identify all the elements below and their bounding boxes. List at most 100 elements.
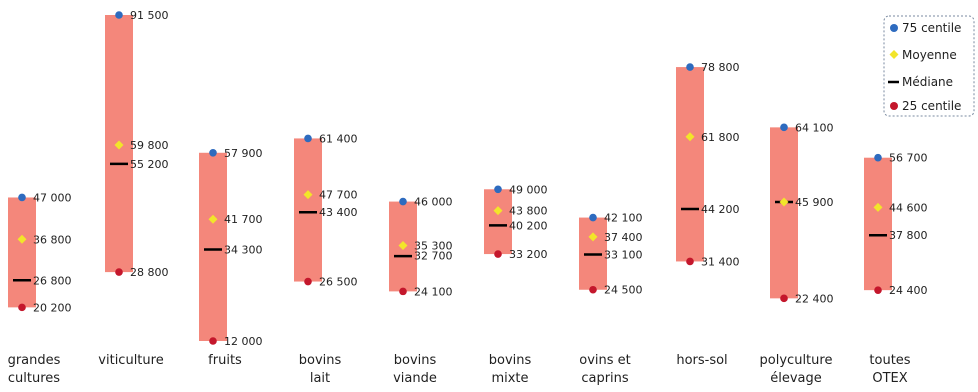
p75-point [399, 197, 407, 206]
value-label-25-centile: 20 200 [33, 301, 72, 314]
value-label-25-centile: 28 800 [130, 266, 169, 279]
mean-marker [303, 190, 313, 200]
value-label-25-centile: 33 200 [509, 248, 548, 261]
category-label: caprins [581, 371, 629, 386]
range-bar [8, 197, 36, 308]
category-label: fruits [208, 353, 242, 368]
p75-point [589, 213, 597, 222]
value-label-75-centile: 42 100 [604, 212, 643, 225]
mean-marker [114, 140, 124, 150]
value-label-moyenne: 44 600 [889, 201, 928, 214]
legend: 75 centile Moyenne Médiane 25 centile [883, 15, 975, 117]
legend-label-25-centile: 25 centile [902, 99, 961, 113]
category-labels-layer: grandes cultures viticulture fruits bovins la… [8, 353, 911, 386]
value-label-75-centile: 56 700 [889, 152, 928, 165]
category-label: cultures [8, 371, 60, 386]
legend-marker-25-centile [890, 102, 898, 110]
legend-label-moyenne: Moyenne [902, 48, 957, 62]
category-label: viande [393, 371, 437, 386]
p25-point [209, 337, 217, 345]
value-label-moyenne: 41 700 [224, 213, 263, 226]
value-label-75-centile: 49 000 [509, 183, 548, 196]
category-label: lait [310, 371, 330, 386]
p25-point [115, 268, 123, 276]
mean-marker [208, 214, 218, 224]
value-label-25-centile: 26 500 [319, 276, 358, 289]
p25-point [589, 285, 597, 294]
value-label-75-centile: 61 400 [319, 132, 358, 145]
range-bar [770, 127, 798, 299]
category-label: toutes [869, 353, 910, 368]
value-label-mediane: 32 700 [414, 249, 453, 262]
p75-point [780, 123, 788, 132]
legend-label-mediane: Médiane [902, 75, 953, 89]
value-label-75-centile: 46 000 [414, 196, 453, 209]
markers-layer [13, 11, 887, 345]
value-label-moyenne: 37 400 [604, 231, 643, 244]
p25-point [18, 303, 26, 312]
p25-point [304, 277, 312, 286]
value-label-25-centile: 24 100 [414, 285, 453, 298]
value-label-25-centile: 31 400 [701, 255, 740, 268]
value-label-mediane: 34 300 [224, 244, 263, 257]
value-label-25-centile: 22 400 [795, 292, 834, 305]
legend-marker-75-centile [890, 24, 898, 32]
value-label-75-centile: 47 000 [33, 191, 72, 204]
p25-point [874, 286, 882, 294]
p25-point [494, 250, 502, 258]
mean-marker [398, 240, 408, 250]
value-label-mediane: 55 200 [130, 158, 169, 171]
value-label-moyenne: 43 800 [509, 205, 548, 218]
value-label-75-centile: 91 500 [130, 9, 169, 22]
value-label-mediane: 43 400 [319, 206, 358, 219]
category-label: bovins [394, 353, 437, 368]
range-bar [199, 152, 227, 341]
mean-marker [685, 132, 695, 142]
value-label-moyenne: 61 800 [701, 131, 740, 144]
value-label-75-centile: 78 800 [701, 61, 740, 74]
value-labels-layer: 47 000 36 800 26 800 20 200 91 500 59 800 55 2… [33, 9, 928, 348]
mean-marker [779, 197, 789, 207]
value-label-mediane: 33 100 [604, 248, 643, 261]
p25-point [399, 287, 407, 296]
p75-point [494, 185, 502, 194]
p75-point [115, 11, 123, 19]
category-label: ovins et [579, 353, 631, 368]
range-bar [864, 157, 892, 291]
p75-point [874, 153, 882, 162]
category-label: OTEX [872, 371, 907, 386]
value-label-moyenne: 59 800 [130, 139, 169, 152]
value-label-25-centile: 24 400 [889, 284, 928, 297]
category-label: élevage [770, 371, 822, 386]
value-label-moyenne: 35 300 [414, 239, 453, 252]
range-bar [484, 189, 512, 255]
mean-marker [493, 206, 503, 216]
category-label: bovins [489, 353, 532, 368]
mean-marker [588, 232, 598, 242]
legend-marker-moyenne [889, 50, 899, 59]
value-label-moyenne: 47 700 [319, 189, 358, 202]
p75-point [209, 148, 217, 157]
value-label-moyenne: 45 900 [795, 196, 834, 209]
category-label: viticulture [98, 353, 163, 368]
category-label: polyculture [760, 353, 833, 368]
range-bar [294, 138, 322, 282]
p25-point [780, 294, 788, 303]
p25-point [686, 257, 694, 266]
range-bar [676, 67, 704, 262]
p75-point [686, 63, 694, 71]
value-label-mediane: 44 200 [701, 203, 740, 216]
value-label-mediane: 40 200 [509, 219, 548, 232]
legend-frame [883, 15, 975, 117]
value-label-75-centile: 57 900 [224, 147, 263, 160]
p75-point [18, 193, 26, 202]
value-label-75-centile: 64 100 [795, 121, 834, 134]
value-label-mediane: 26 800 [33, 274, 72, 287]
category-label: grandes [8, 353, 61, 368]
value-label-moyenne: 36 800 [33, 233, 72, 246]
value-label-mediane: 37 800 [889, 229, 928, 242]
p75-point [304, 134, 312, 143]
category-label: bovins [299, 353, 342, 368]
